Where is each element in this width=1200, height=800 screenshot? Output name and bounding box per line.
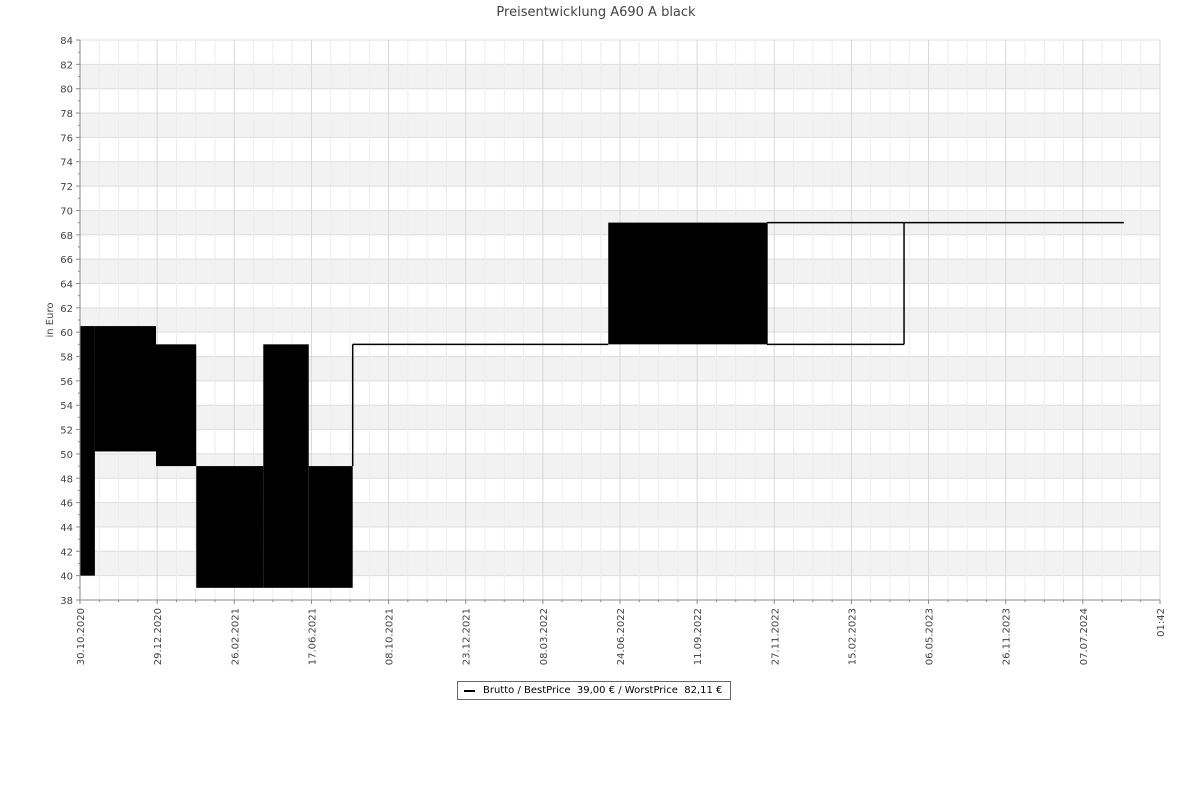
legend-label: Brutto / BestPrice 39,00 € / WorstPrice … [483, 685, 723, 696]
y-tick-label: 78 [60, 109, 73, 120]
series-brutto [80, 221, 1124, 588]
x-tick-label: 17.06.2021 [307, 608, 318, 665]
y-tick-label: 62 [60, 304, 73, 315]
price-band [155, 344, 197, 467]
y-tick-label: 38 [60, 596, 73, 607]
y-tick-label: 50 [60, 450, 73, 461]
price-band [608, 222, 767, 345]
legend: Brutto / BestPrice 39,00 € / WorstPrice … [457, 681, 732, 700]
x-tick-label: 01:42 [1156, 608, 1167, 637]
y-tick-label: 82 [60, 60, 73, 71]
x-tick-label: 06.05.2023 [925, 608, 936, 665]
y-tick-label: 54 [60, 401, 73, 412]
y-axis-label: in Euro [45, 303, 56, 338]
y-tick-label: 40 [60, 572, 73, 583]
x-tick-label: 26.11.2023 [1002, 608, 1013, 665]
x-tick-label: 29.12.2020 [153, 608, 164, 665]
x-tick-label: 26.02.2021 [230, 608, 241, 665]
y-tick-label: 52 [60, 426, 73, 437]
x-tick-label: 23.12.2021 [462, 608, 473, 665]
x-tick-label: 24.06.2022 [616, 608, 627, 665]
price-band [196, 466, 264, 588]
chart-title: Preisentwicklung A690 A black [496, 5, 696, 20]
y-tick-label: 42 [60, 547, 73, 558]
y-tick-label: 70 [60, 206, 73, 217]
y-tick-label: 76 [60, 133, 73, 144]
y-tick-label: 58 [60, 353, 73, 364]
x-tick-label: 27.11.2022 [770, 608, 781, 665]
x-tick-label: 08.03.2022 [539, 608, 550, 665]
y-tick-label: 72 [60, 182, 73, 193]
y-tick-label: 68 [60, 231, 73, 242]
x-tick-label: 07.07.2024 [1079, 608, 1090, 665]
price-band [94, 326, 156, 452]
y-tick-label: 84 [60, 36, 73, 47]
x-tick-label: 15.02.2023 [847, 608, 858, 665]
y-tick-label: 80 [60, 85, 73, 96]
y-tick-label: 66 [60, 255, 73, 266]
price-band [80, 326, 95, 576]
y-tick-label: 64 [60, 279, 73, 290]
x-tick-label: 11.09.2022 [693, 608, 704, 665]
price-band [308, 466, 353, 588]
y-tick-label: 74 [60, 158, 73, 169]
legend-line-swatch [464, 689, 475, 692]
x-tick-label: 08.10.2021 [385, 608, 396, 665]
y-tick-label: 44 [60, 523, 73, 534]
x-tick-label: 30.10.2020 [76, 608, 87, 665]
price-band [263, 344, 309, 588]
y-axis-ticks: 38 40 42 44 46 48 50 52 54 56 58 60 62 64 66 68 70 72 74 76… [60, 36, 80, 607]
y-tick-label: 60 [60, 328, 73, 339]
y-tick-label: 46 [60, 499, 73, 510]
y-tick-label: 48 [60, 474, 73, 485]
y-tick-label: 56 [60, 377, 73, 388]
x-axis-ticks: 30.10.2020 29.12.2020 26.02.2021 17.06.2021… [76, 600, 1167, 665]
